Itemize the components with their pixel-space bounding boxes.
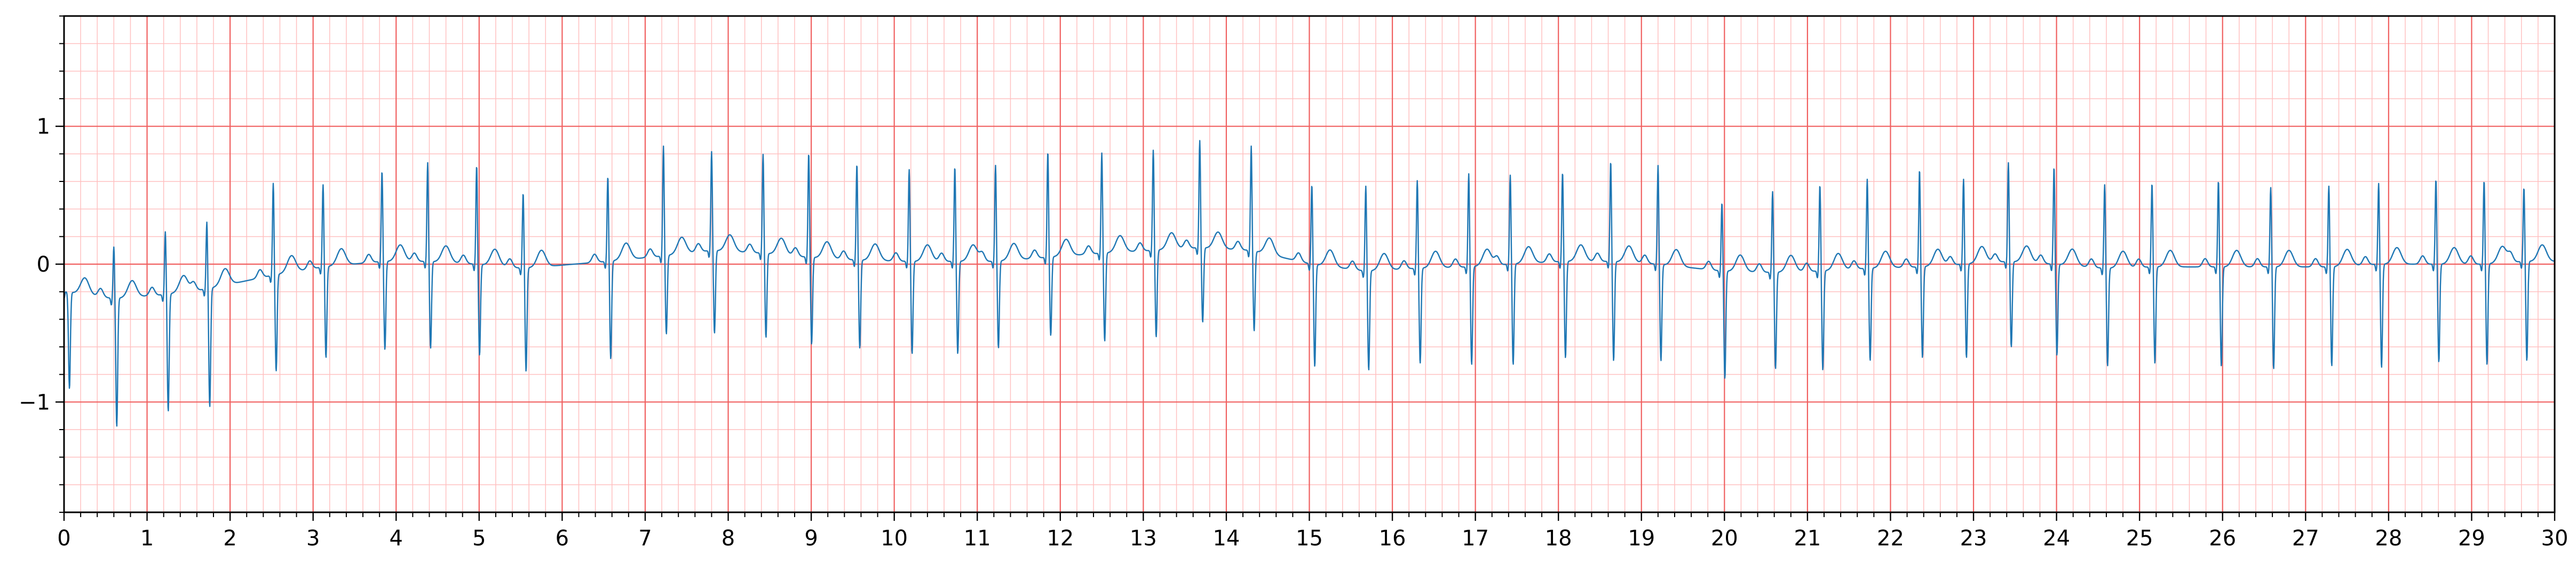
y-tick-label: 1 (37, 115, 50, 139)
x-tick-label: 12 (1047, 526, 1074, 551)
x-tick-label: 2 (223, 526, 236, 551)
x-tick-label: 15 (1296, 526, 1323, 551)
x-tick-label: 18 (1545, 526, 1572, 551)
x-tick-label: 9 (804, 526, 818, 551)
x-tick-label: 29 (2458, 526, 2485, 551)
x-tick-label: 0 (57, 526, 70, 551)
x-tick-label: 17 (1462, 526, 1489, 551)
y-tick-label: 0 (37, 252, 50, 277)
x-tick-label: 5 (472, 526, 486, 551)
x-tick-label: 16 (1379, 526, 1406, 551)
x-tick-label: 4 (390, 526, 403, 551)
x-tick-label: 22 (1877, 526, 1904, 551)
y-tick-label: −1 (19, 390, 50, 415)
ecg-trace (63, 140, 2555, 427)
x-tick-label: 24 (2043, 526, 2070, 551)
x-tick-label: 27 (2292, 526, 2319, 551)
x-tick-label: 1 (140, 526, 154, 551)
x-tick-label: 6 (556, 526, 569, 551)
x-tick-label: 26 (2209, 526, 2236, 551)
x-tick-label: 13 (1130, 526, 1157, 551)
x-tick-label: 14 (1212, 526, 1240, 551)
x-tick-label: 19 (1628, 526, 1655, 551)
x-tick-label: 11 (964, 526, 991, 551)
x-tick-label: 8 (722, 526, 735, 551)
x-tick-label: 3 (306, 526, 320, 551)
x-tick-label: 28 (2375, 526, 2402, 551)
x-tick-label: 7 (638, 526, 652, 551)
x-tick-label: 10 (881, 526, 908, 551)
x-tick-label: 25 (2126, 526, 2153, 551)
x-tick-label: 20 (1711, 526, 1738, 551)
x-tick-label: 30 (2541, 526, 2569, 551)
x-tick-label: 21 (1794, 526, 1821, 551)
x-axis-ticks: 0 1 2 3 4 5 6 7 8 9 10 11 12 13 14 15 16 17 18 19 20 21 22 23 24… (57, 512, 2568, 551)
x-tick-label: 23 (1960, 526, 1987, 551)
y-axis-ticks: −1 0 1 (19, 15, 64, 513)
